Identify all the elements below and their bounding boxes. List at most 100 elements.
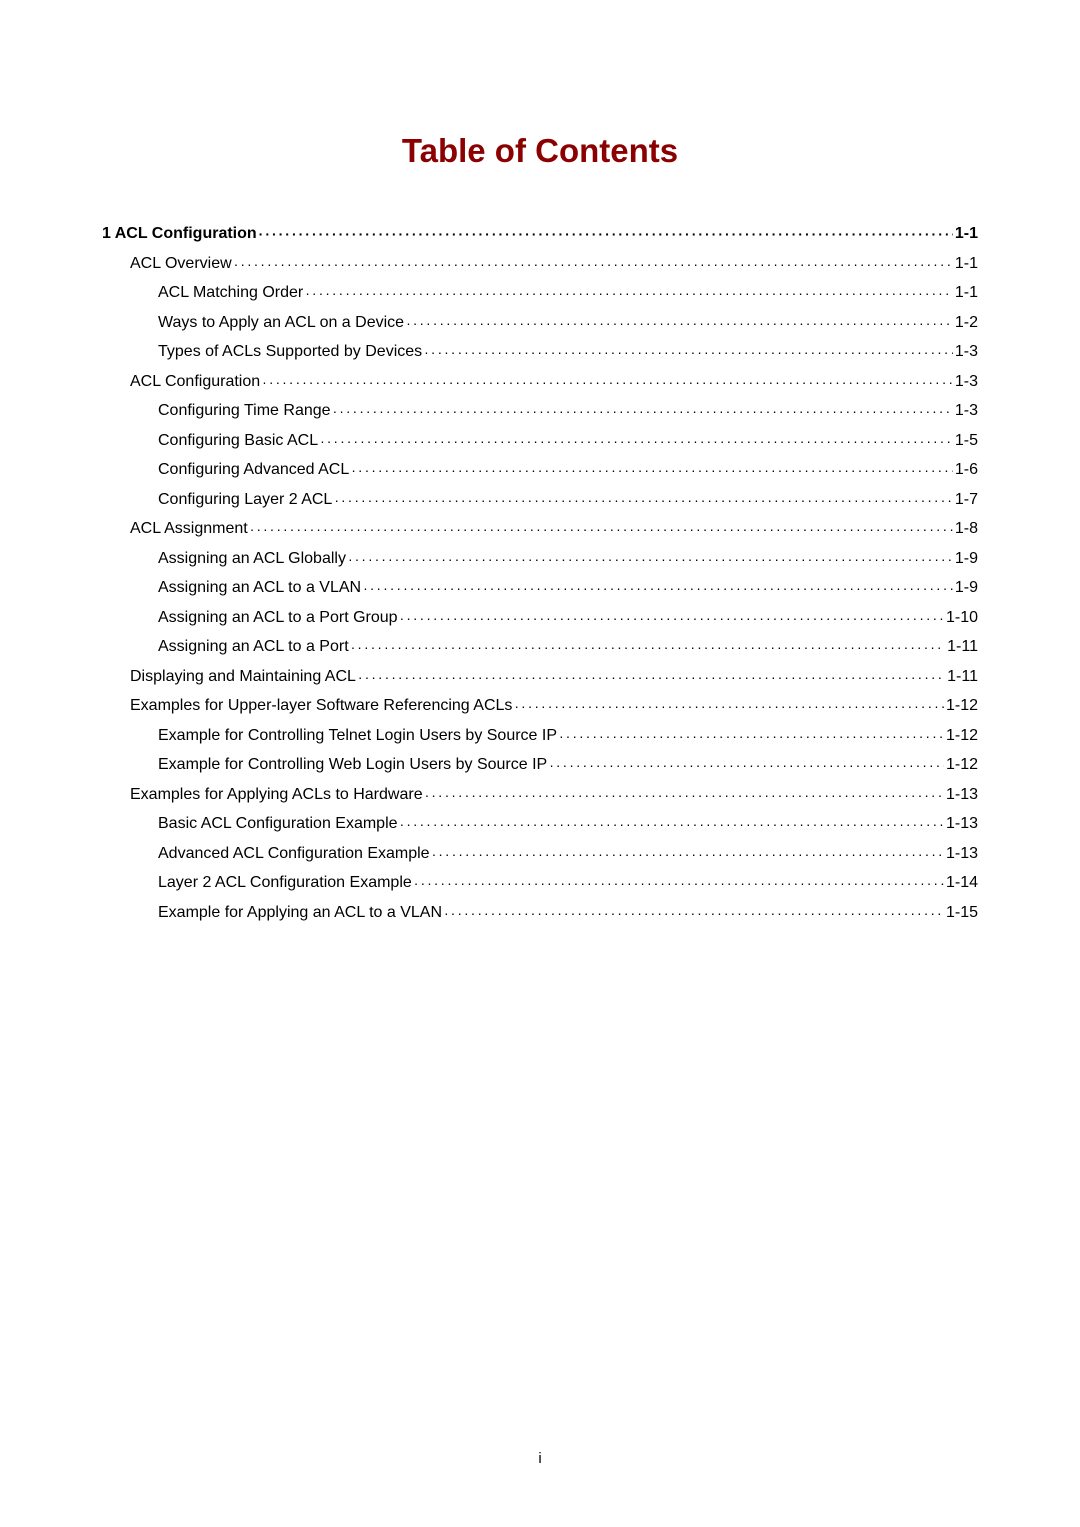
toc-page: 1-12 [944,698,978,714]
toc-label: Types of ACLs Supported by Devices [158,344,424,360]
toc-leader [400,611,944,625]
toc-page: 1-8 [953,521,978,537]
toc-page: 1-7 [953,492,978,508]
toc-label: Example for Controlling Web Login Users … [158,757,549,773]
toc-row[interactable]: Assigning an ACL Globally 1-9 [158,551,978,567]
toc-row[interactable]: ACL Configuration 1-3 [130,374,978,390]
toc-label: Assigning an ACL to a Port [158,639,351,655]
toc-leader [400,817,944,831]
toc-row[interactable]: Displaying and Maintaining ACL 1-11 [130,669,978,685]
toc-leader [348,552,953,566]
toc-label: Assigning an ACL to a VLAN [158,580,363,596]
toc-page: 1-3 [953,374,978,390]
toc-label: Configuring Layer 2 ACL [158,492,334,508]
toc-label: Layer 2 ACL Configuration Example [158,875,414,891]
toc-row[interactable]: Configuring Advanced ACL 1-6 [158,462,978,478]
toc-label: Examples for Upper-layer Software Refere… [130,698,514,714]
document-page: Table of Contents 1 ACL Configuration 1-1… [0,0,1080,1527]
toc-row[interactable]: ACL Overview 1-1 [130,256,978,272]
toc-leader [358,670,945,684]
toc-page: 1-9 [953,551,978,567]
toc-page: 1-1 [953,256,978,272]
page-title: Table of Contents [102,132,978,170]
toc-row[interactable]: Example for Controlling Telnet Login Use… [158,728,978,744]
toc-leader [425,788,944,802]
toc-page: 1-10 [944,610,978,626]
toc-row[interactable]: Examples for Applying ACLs to Hardware 1-… [130,787,978,803]
toc-label: 1 ACL Configuration [102,226,259,242]
toc-row[interactable]: Assigning an ACL to a VLAN 1-9 [158,580,978,596]
toc-row[interactable]: Assigning an ACL to a Port Group 1-10 [158,610,978,626]
toc-leader [444,906,944,920]
toc-page: 1-12 [944,757,978,773]
toc-leader [334,493,953,507]
toc-row[interactable]: Ways to Apply an ACL on a Device 1-2 [158,315,978,331]
toc-page: 1-11 [945,639,978,655]
toc-label: Advanced ACL Configuration Example [158,846,432,862]
toc-page: 1-13 [944,846,978,862]
toc-label: Configuring Advanced ACL [158,462,351,478]
toc-row[interactable]: Example for Applying an ACL to a VLAN 1-… [158,905,978,921]
toc-row[interactable]: Basic ACL Configuration Example 1-13 [158,816,978,832]
toc-leader [414,876,944,890]
footer-page-number: i [0,1450,1080,1467]
toc-label: Basic ACL Configuration Example [158,816,400,832]
toc-leader [333,404,953,418]
toc-label: Ways to Apply an ACL on a Device [158,315,406,331]
toc-leader [320,434,953,448]
toc-row[interactable]: Advanced ACL Configuration Example 1-13 [158,846,978,862]
toc-row[interactable]: 1 ACL Configuration 1-1 [102,226,978,242]
toc-label: Assigning an ACL Globally [158,551,348,567]
toc-label: ACL Matching Order [158,285,305,301]
toc-leader [305,286,953,300]
toc-leader [559,729,944,743]
toc-leader [424,345,953,359]
toc-page: 1-5 [953,433,978,449]
toc-page: 1-6 [953,462,978,478]
toc-leader [234,257,953,271]
toc-page: 1-13 [944,816,978,832]
toc-page: 1-13 [944,787,978,803]
toc-page: 1-9 [953,580,978,596]
toc-row[interactable]: Examples for Upper-layer Software Refere… [130,698,978,714]
toc-label: ACL Configuration [130,374,262,390]
toc-page: 1-1 [953,226,978,242]
toc-leader [351,640,946,654]
toc-label: Displaying and Maintaining ACL [130,669,358,685]
toc-label: Assigning an ACL to a Port Group [158,610,400,626]
toc-row[interactable]: Layer 2 ACL Configuration Example 1-14 [158,875,978,891]
toc-label: Example for Applying an ACL to a VLAN [158,905,444,921]
toc-page: 1-12 [944,728,978,744]
toc-label: Example for Controlling Telnet Login Use… [158,728,559,744]
toc-row[interactable]: Configuring Basic ACL 1-5 [158,433,978,449]
toc-row[interactable]: Configuring Layer 2 ACL 1-7 [158,492,978,508]
toc-page: 1-14 [944,875,978,891]
toc-row[interactable]: Types of ACLs Supported by Devices 1-3 [158,344,978,360]
toc-leader [432,847,944,861]
toc-leader [514,699,944,713]
toc-leader [351,463,953,477]
toc-page: 1-3 [953,344,978,360]
toc-label: Configuring Time Range [158,403,333,419]
toc-row[interactable]: ACL Matching Order 1-1 [158,285,978,301]
toc-row[interactable]: Example for Controlling Web Login Users … [158,757,978,773]
toc-page: 1-2 [953,315,978,331]
toc-leader [363,581,953,595]
toc-page: 1-1 [953,285,978,301]
toc-page: 1-11 [945,669,978,685]
toc-label: ACL Assignment [130,521,250,537]
toc-leader [549,758,944,772]
toc-page: 1-3 [953,403,978,419]
toc-container: 1 ACL Configuration1-1ACL Overview 1-1AC… [102,226,978,921]
toc-leader [250,522,953,536]
toc-page: 1-15 [944,905,978,921]
toc-leader [406,316,953,330]
toc-leader [259,227,953,241]
toc-leader [262,375,953,389]
toc-row[interactable]: Assigning an ACL to a Port 1-11 [158,639,978,655]
toc-row[interactable]: ACL Assignment 1-8 [130,521,978,537]
toc-label: ACL Overview [130,256,234,272]
toc-row[interactable]: Configuring Time Range 1-3 [158,403,978,419]
toc-label: Examples for Applying ACLs to Hardware [130,787,425,803]
toc-label: Configuring Basic ACL [158,433,320,449]
